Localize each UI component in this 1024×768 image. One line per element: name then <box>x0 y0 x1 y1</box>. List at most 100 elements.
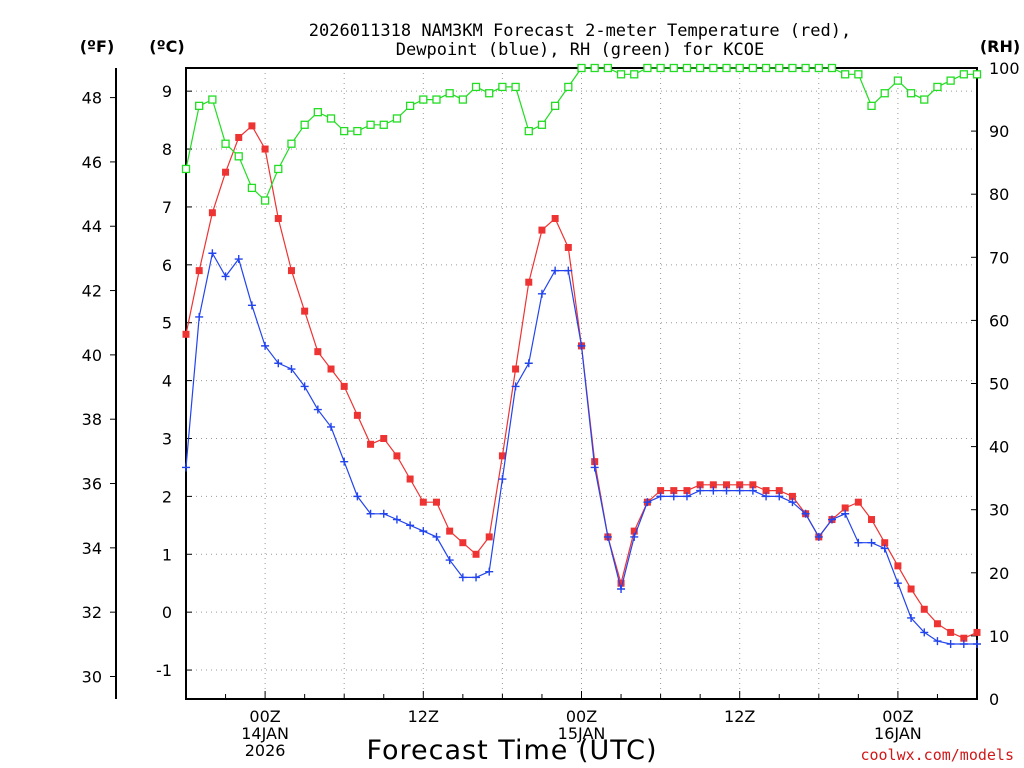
temperature-point <box>947 628 955 636</box>
dewpoint-point <box>551 266 560 275</box>
fahrenheit-tick-label: 46 <box>82 153 102 172</box>
rh-point <box>709 63 718 73</box>
dewpoint-point <box>762 492 771 501</box>
rh-unit-label: (RH) <box>980 37 1020 56</box>
temperature-point <box>657 487 665 495</box>
dewpoint-point <box>287 365 296 374</box>
fahrenheit-tick-label: 32 <box>82 603 102 622</box>
chart-title-line1: 2026011318 NAM3KM Forecast 2-meter Tempe… <box>309 21 851 41</box>
rh-tick-label: 0 <box>989 690 999 709</box>
axes: -101234567893032343638404244464801020304… <box>82 59 1020 760</box>
dewpoint-point <box>630 532 639 541</box>
celsius-tick-label: 2 <box>162 487 172 506</box>
temperature-point <box>881 539 889 547</box>
temperature-point <box>854 498 862 506</box>
dewpoint-point <box>195 312 204 321</box>
fahrenheit-tick-label: 36 <box>82 475 102 494</box>
rh-point <box>801 63 810 73</box>
rh-point <box>432 95 441 104</box>
dewpoint-point <box>261 341 270 350</box>
rh-point <box>867 101 876 111</box>
celsius-unit-label: (ºC) <box>149 37 184 56</box>
rh-point <box>471 82 481 92</box>
temperature-point <box>670 487 678 495</box>
rh-point <box>405 101 415 111</box>
dewpoint-point <box>788 498 797 507</box>
celsius-tick-label: 7 <box>162 198 172 217</box>
dewpoint-point <box>880 544 889 553</box>
dewpoint-point <box>682 492 691 501</box>
fahrenheit-tick-label: 42 <box>82 282 102 301</box>
fahrenheit-tick-label: 48 <box>82 89 102 108</box>
dewpoint-point <box>959 640 968 649</box>
celsius-tick-label: 0 <box>162 603 172 622</box>
dewpoint-point <box>327 422 336 431</box>
rh-point <box>195 101 204 111</box>
fahrenheit-tick-label: 34 <box>82 539 102 558</box>
dewpoint-point <box>274 359 283 368</box>
dewpoint-point <box>748 486 757 495</box>
dewpoint-point <box>406 521 415 530</box>
site-credit: coolwx.com/models <box>860 746 1014 764</box>
dewpoint-point <box>775 492 784 501</box>
rh-point <box>208 95 217 104</box>
rh-point <box>906 89 916 98</box>
series-line <box>185 124 978 639</box>
dewpoint-point <box>854 538 863 547</box>
rh-point <box>920 95 929 104</box>
rh-point <box>221 139 230 148</box>
dewpoint-point <box>208 249 217 258</box>
rh-point <box>326 114 336 123</box>
dewpoint-point <box>669 492 678 501</box>
temperature-point <box>327 365 335 373</box>
temperature-point <box>353 411 361 419</box>
rh-point <box>498 82 507 92</box>
fahrenheit-tick-label: 30 <box>82 667 102 686</box>
dewpoint-point <box>379 509 388 518</box>
dewpoint-point <box>841 509 850 518</box>
x-tick-label: 14JAN <box>241 724 289 743</box>
x-tick-label: 2026 <box>245 741 286 760</box>
temperature-point <box>235 133 243 141</box>
dewpoint-point <box>577 341 586 350</box>
dewpoint-point <box>814 532 823 541</box>
dewpoint-point <box>827 515 836 524</box>
temperature-point <box>314 348 322 356</box>
rh-tick-label: 80 <box>989 185 1009 204</box>
dewpoint-point <box>419 527 428 536</box>
chart-title-line2: Dewpoint (blue), RH (green) for KCOE <box>396 40 764 60</box>
rh-point <box>419 95 428 104</box>
rh-point <box>181 164 191 174</box>
temperature-point <box>630 527 638 535</box>
dewpoint-point <box>722 486 731 495</box>
rh-point <box>300 120 309 129</box>
celsius-tick-label: 1 <box>162 545 172 564</box>
celsius-tick-label: 4 <box>162 372 172 391</box>
rh-point <box>458 95 468 104</box>
rh-point <box>827 63 837 73</box>
celsius-tick-label: 3 <box>162 429 172 448</box>
rh-point <box>814 63 823 73</box>
rh-point <box>748 63 758 73</box>
rh-point <box>340 126 349 136</box>
temperature-point <box>617 579 625 587</box>
rh-point <box>669 63 678 73</box>
temperature-point <box>960 634 968 642</box>
temperature-point <box>274 215 282 223</box>
x-tick-label: 15JAN <box>558 724 606 743</box>
rh-point <box>959 70 968 79</box>
temperature-point <box>749 481 757 489</box>
temperature-point <box>459 539 467 547</box>
temperature-point <box>564 243 572 251</box>
rh-point <box>616 70 626 79</box>
temperature-point <box>261 145 269 153</box>
rh-point <box>603 63 613 73</box>
dewpoint-point <box>801 509 810 518</box>
rh-point <box>972 70 982 79</box>
rh-point <box>854 70 863 79</box>
temperature-point <box>525 278 533 286</box>
rh-point <box>696 63 705 73</box>
rh-point <box>893 76 903 85</box>
celsius-tick-label: 9 <box>162 82 172 101</box>
dewpoint-point <box>511 382 520 391</box>
